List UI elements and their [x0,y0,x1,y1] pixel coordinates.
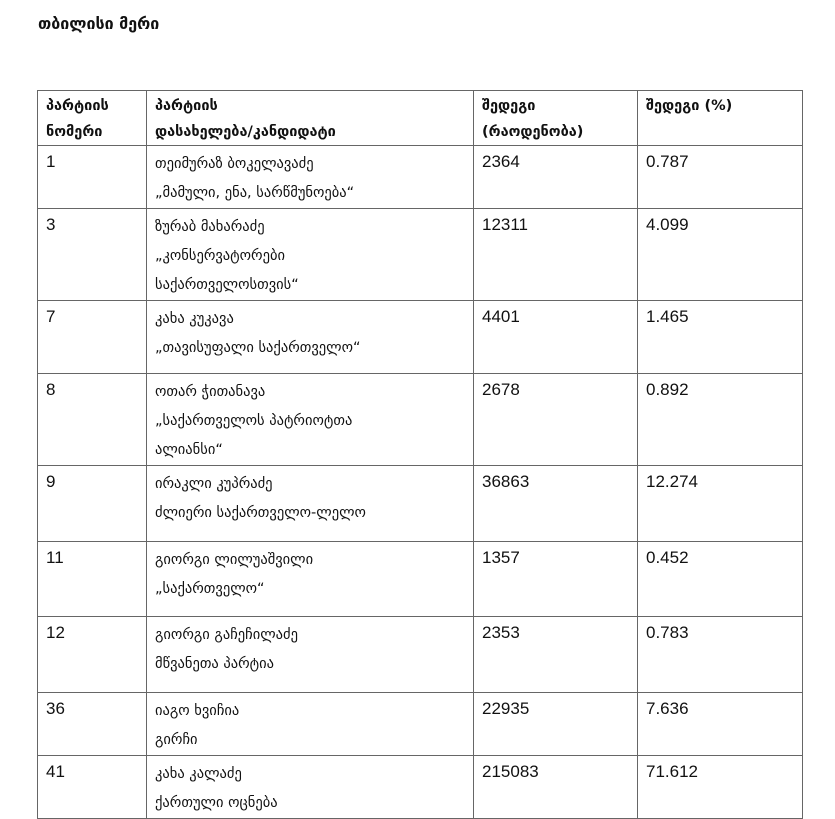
header-party-number: პარტიის ნომერი [37,90,147,146]
candidate-cell: კახა კუკავა „თავისუფალი საქართველო“ [146,300,474,374]
candidate-cell: ოთარ ჭითანავა „საქართველოს პატრიოტთა ალიან… [146,373,474,466]
party-name: საქართველოსთვის“ [155,277,299,293]
candidate-cell: ზურაბ მახარაძე „კონსერვატორები საქართველოს… [146,208,474,301]
party-name: მწვანეთა პარტია [155,656,275,672]
table-row: 12 გიორგი გაჩეჩილაძე მწვანეთა პარტია 2353 0.… [37,616,803,693]
candidate-cell: იაგო ხვიჩია გირჩი [146,692,474,756]
votes-cell: 2678 [473,373,638,466]
percent-cell: 7.636 [637,692,803,756]
party-name: გირჩი [155,732,198,748]
percent-cell: 0.787 [637,145,803,209]
percent-cell: 0.892 [637,373,803,466]
header-percent: შედეგი (%) [637,90,803,146]
party-number-cell: 41 [37,755,147,819]
page-title: თბილისი მერი [38,14,160,33]
party-name: „მამული, ენა, სარწმუნოება“ [155,185,355,201]
party-name: ალიანსი“ [155,442,223,458]
header-text: ნომერი [46,124,103,140]
header-text: შედეგი (%) [646,98,733,114]
table-row: 36 იაგო ხვიჩია გირჩი 22935 7.636 [37,692,803,756]
candidate-cell: თეიმურაზ ბოკელავაძე „მამული, ენა, სარწმუნ… [146,145,474,209]
votes-cell: 2353 [473,616,638,693]
party-number-cell: 3 [37,208,147,301]
candidate-cell: კახა კალაძე ქართული ოცნება [146,755,474,819]
candidate-name: თეიმურაზ ბოკელავაძე [155,156,314,172]
candidate-cell: გიორგი ლილუაშვილი „საქართველო“ [146,541,474,617]
header-text: დასახელება/კანდიდატი [155,124,336,140]
candidate-name: კახა კალაძე [155,766,242,782]
candidate-name: ოთარ ჭითანავა [155,384,266,400]
header-votes: შედეგი (რაოდენობა) [473,90,638,146]
votes-cell: 1357 [473,541,638,617]
table-row: 11 გიორგი ლილუაშვილი „საქართველო“ 1357 0.452 [37,541,803,617]
percent-cell: 0.452 [637,541,803,617]
party-number-cell: 36 [37,692,147,756]
candidate-cell: ირაკლი კუპრაძე ძლიერი საქართველო-ლელო [146,465,474,542]
header-text: (რაოდენობა) [482,124,584,140]
table-row: 7 კახა კუკავა „თავისუფალი საქართველო“ 4401 1… [37,300,803,374]
table-row: 3 ზურაბ მახარაძე „კონსერვატორები საქართველო… [37,208,803,301]
percent-cell: 12.274 [637,465,803,542]
header-text: პარტიის [155,98,218,114]
votes-cell: 36863 [473,465,638,542]
candidate-name: იაგო ხვიჩია [155,703,240,719]
party-number-cell: 7 [37,300,147,374]
party-name: „საქართველოს პატრიოტთა [155,413,353,429]
header-party-name: პარტიის დასახელება/კანდიდატი [146,90,474,146]
percent-cell: 4.099 [637,208,803,301]
table-row: 1 თეიმურაზ ბოკელავაძე „მამული, ენა, სარწმუ… [37,145,803,209]
percent-cell: 1.465 [637,300,803,374]
header-row: პარტიის ნომერი პარტიის დასახელება/კანდიდ… [37,90,803,146]
party-name: „კონსერვატორები [155,248,285,264]
table-row: 8 ოთარ ჭითანავა „საქართველოს პატრიოტთა ალია… [37,373,803,466]
votes-cell: 12311 [473,208,638,301]
party-number-cell: 11 [37,541,147,617]
votes-cell: 215083 [473,755,638,819]
votes-cell: 2364 [473,145,638,209]
table-row: 41 კახა კალაძე ქართული ოცნება 215083 71.612 [37,755,803,819]
party-number-cell: 12 [37,616,147,693]
candidate-name: კახა კუკავა [155,311,234,327]
candidate-name: ირაკლი კუპრაძე [155,476,273,492]
candidate-cell: გიორგი გაჩეჩილაძე მწვანეთა პარტია [146,616,474,693]
candidate-name: გიორგი გაჩეჩილაძე [155,627,298,643]
votes-cell: 22935 [473,692,638,756]
header-text: პარტიის [46,98,109,114]
percent-cell: 71.612 [637,755,803,819]
votes-cell: 4401 [473,300,638,374]
party-name: ქართული ოცნება [155,795,278,811]
percent-cell: 0.783 [637,616,803,693]
results-table: პარტიის ნომერი პარტიის დასახელება/კანდიდ… [37,90,803,819]
table-row: 9 ირაკლი კუპრაძე ძლიერი საქართველო-ლელო 368… [37,465,803,542]
candidate-name: გიორგი ლილუაშვილი [155,552,314,568]
party-name: ძლიერი საქართველო-ლელო [155,505,366,521]
party-number-cell: 8 [37,373,147,466]
candidate-name: ზურაბ მახარაძე [155,219,265,235]
party-name: „საქართველო“ [155,581,265,597]
party-name: „თავისუფალი საქართველო“ [155,340,361,356]
party-number-cell: 1 [37,145,147,209]
party-number-cell: 9 [37,465,147,542]
header-text: შედეგი [482,98,536,114]
